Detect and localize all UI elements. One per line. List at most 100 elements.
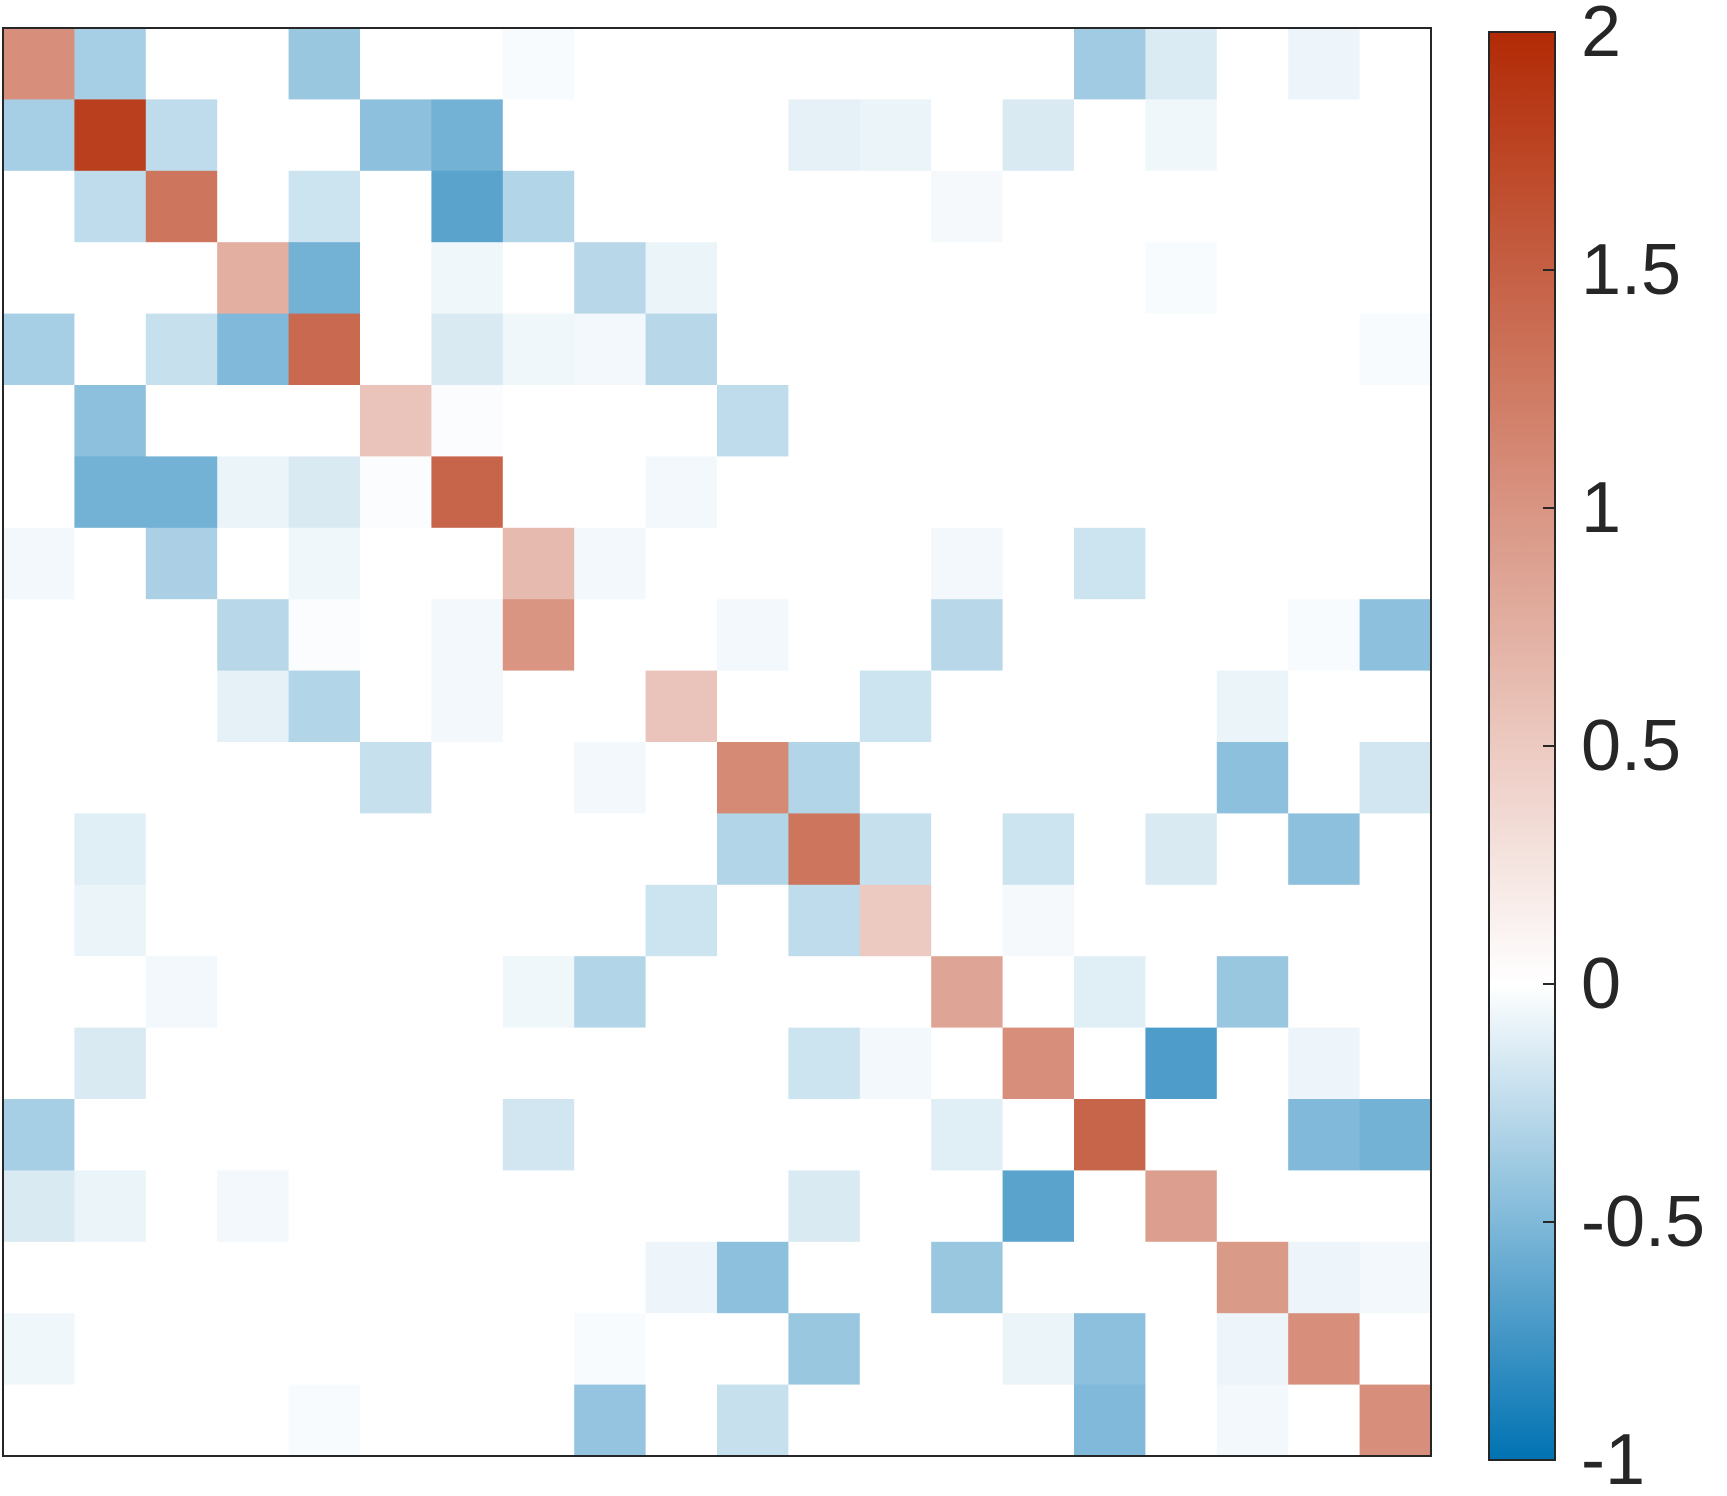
heatmap-cell-r14-c13: [859, 956, 932, 1029]
heatmap-cell-r2-c11: [717, 99, 789, 172]
heatmap-cell-r9-c9: [574, 599, 647, 672]
heatmap-cell-r13-c7: [431, 884, 504, 957]
heatmap-cell-r3-c9: [574, 170, 647, 243]
heatmap-cell-r20-c13: [859, 1384, 932, 1457]
heatmap-cell-r1-c16: [1074, 28, 1146, 100]
heatmap-cell-r9-c13: [859, 599, 932, 672]
heatmap-cell-r19-c7: [431, 1313, 504, 1386]
heatmap-cell-r13-c12: [788, 884, 861, 957]
colorbar-tick-label: 2: [1581, 0, 1621, 72]
heatmap-cell-r1-c15: [1002, 28, 1075, 100]
heatmap-cell-r1-c19: [1288, 28, 1361, 100]
heatmap-cell-r3-c2: [74, 170, 147, 243]
heatmap-cell-r2-c6: [360, 99, 432, 172]
colorbar-tick-label: -0.5: [1581, 1182, 1705, 1262]
heatmap-cell-r15-c16: [1074, 1027, 1146, 1100]
heatmap-cell-r1-c7: [431, 28, 504, 100]
heatmap-cell-r12-c13: [859, 813, 932, 886]
heatmap-cell-r12-c3: [145, 813, 218, 886]
heatmap-cell-r14-c7: [431, 956, 504, 1029]
heatmap-cell-r2-c18: [1216, 99, 1289, 172]
heatmap-cell-r16-c15: [1002, 1099, 1075, 1171]
heatmap-cell-r6-c8: [502, 385, 575, 457]
heatmap-cell-r10-c9: [574, 670, 647, 743]
heatmap-cell-r14-c6: [360, 956, 432, 1029]
heatmap-cell-r19-c20: [1359, 1313, 1432, 1386]
heatmap-cell-r11-c10: [645, 742, 718, 814]
heatmap-cell-r17-c3: [145, 1170, 218, 1243]
heatmap-cell-r7-c1: [3, 456, 75, 529]
colorbar-tick-label: 0: [1581, 944, 1621, 1024]
heatmap-cell-r16-c2: [74, 1099, 147, 1171]
heatmap-cell-r4-c16: [1074, 242, 1146, 315]
heatmap-cell-r14-c11: [717, 956, 789, 1029]
heatmap-cell-r12-c7: [431, 813, 504, 886]
heatmap-cell-r9-c14: [931, 599, 1004, 672]
heatmap-cell-r13-c10: [645, 884, 718, 957]
heatmap-cell-r10-c1: [3, 670, 75, 743]
heatmap-cell-r18-c20: [1359, 1241, 1432, 1314]
heatmap-cell-r6-c9: [574, 385, 647, 457]
heatmap-cell-r4-c10: [645, 242, 718, 315]
heatmap-cell-r6-c14: [931, 385, 1004, 457]
heatmap-cell-r13-c9: [574, 884, 647, 957]
heatmap-cell-r5-c19: [1288, 313, 1361, 386]
heatmap-cell-r20-c14: [931, 1384, 1004, 1457]
heatmap-cell-r1-c20: [1359, 28, 1432, 100]
heatmap-cell-r11-c1: [3, 742, 75, 814]
heatmap-cell-r15-c18: [1216, 1027, 1289, 1100]
heatmap-cell-r15-c13: [859, 1027, 932, 1100]
heatmap-cell-r17-c5: [288, 1170, 361, 1243]
heatmap-cell-r8-c3: [145, 527, 218, 600]
heatmap-cell-r9-c4: [217, 599, 290, 672]
heatmap-cell-r18-c8: [502, 1241, 575, 1314]
heatmap-cell-r15-c3: [145, 1027, 218, 1100]
heatmap-cell-r17-c20: [1359, 1170, 1432, 1243]
heatmap-cell-r20-c7: [431, 1384, 504, 1457]
heatmap-cell-r16-c20: [1359, 1099, 1432, 1171]
heatmap-cell-r18-c7: [431, 1241, 504, 1314]
heatmap-cell-r17-c2: [74, 1170, 147, 1243]
heatmap-cell-r16-c6: [360, 1099, 432, 1171]
heatmap-cell-r20-c19: [1288, 1384, 1361, 1457]
heatmap-cell-r15-c4: [217, 1027, 290, 1100]
heatmap-cell-r6-c6: [360, 385, 432, 457]
heatmap-cell-r5-c11: [717, 313, 789, 386]
heatmap-cell-r18-c16: [1074, 1241, 1146, 1314]
heatmap-cell-r11-c2: [74, 742, 147, 814]
heatmap-cell-r16-c14: [931, 1099, 1004, 1171]
heatmap-cell-r13-c8: [502, 884, 575, 957]
heatmap-cell-r20-c2: [74, 1384, 147, 1457]
heatmap-cell-r7-c16: [1074, 456, 1146, 529]
heatmap-cell-r5-c3: [145, 313, 218, 386]
heatmap-cell-r8-c8: [502, 527, 575, 600]
heatmap-cell-r17-c11: [717, 1170, 789, 1243]
heatmap-cell-r7-c15: [1002, 456, 1075, 529]
heatmap-cell-r3-c17: [1145, 170, 1218, 243]
heatmap-cell-r15-c19: [1288, 1027, 1361, 1100]
heatmap-cell-r4-c5: [288, 242, 361, 315]
heatmap-cell-r5-c8: [502, 313, 575, 386]
heatmap-cell-r20-c8: [502, 1384, 575, 1457]
heatmap-cell-r6-c4: [217, 385, 290, 457]
heatmap-cell-r14-c5: [288, 956, 361, 1029]
heatmap-cell-r2-c4: [217, 99, 290, 172]
heatmap-cell-r10-c15: [1002, 670, 1075, 743]
heatmap-cell-r4-c8: [502, 242, 575, 315]
heatmap-cell-r7-c6: [360, 456, 432, 529]
plot-frame: [2, 27, 1432, 1457]
heatmap-cell-r2-c12: [788, 99, 861, 172]
heatmap-cell-r17-c7: [431, 1170, 504, 1243]
heatmap-cell-r10-c14: [931, 670, 1004, 743]
heatmap-cell-r18-c1: [3, 1241, 75, 1314]
heatmap-cell-r16-c18: [1216, 1099, 1289, 1171]
heatmap-cell-r9-c7: [431, 599, 504, 672]
heatmap-cell-r17-c4: [217, 1170, 290, 1243]
heatmap-cell-r19-c19: [1288, 1313, 1361, 1386]
heatmap-cell-r18-c14: [931, 1241, 1004, 1314]
heatmap-cell-r11-c12: [788, 742, 861, 814]
heatmap-cell-r20-c15: [1002, 1384, 1075, 1457]
heatmap-cell-r16-c10: [645, 1099, 718, 1171]
heatmap-cell-r20-c16: [1074, 1384, 1146, 1457]
